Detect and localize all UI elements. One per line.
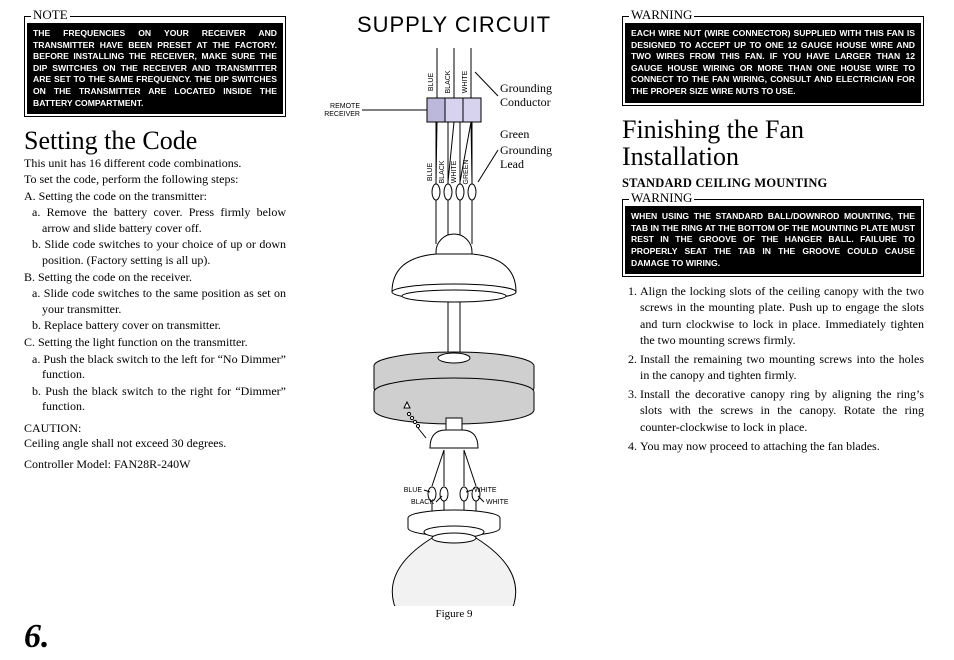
svg-text:GREEN: GREEN — [463, 160, 470, 185]
supply-title: SUPPLY CIRCUIT — [357, 12, 551, 38]
step-A-b: b. Slide code switches to your choice of… — [24, 237, 286, 268]
warning1-fieldset: WARNING EACH WIRE NUT (WIRE CONNECTOR) S… — [622, 16, 924, 106]
col-finishing: WARNING EACH WIRE NUT (WIRE CONNECTOR) S… — [622, 16, 924, 652]
caution-label: CAUTION: — [24, 421, 81, 435]
step-B: B. Setting the code on the receiver. — [24, 270, 286, 286]
install-steps: Align the locking slots of the ceiling c… — [622, 283, 924, 457]
intro-2: To set the code, perform the following s… — [24, 172, 286, 188]
svg-text:Green: Green — [500, 127, 529, 141]
warning2-box: WHEN USING THE STANDARD BALL/DOWNROD MOU… — [625, 206, 921, 274]
svg-text:Grounding: Grounding — [500, 143, 552, 157]
svg-text:WHITE: WHITE — [474, 487, 497, 494]
svg-text:WHITE: WHITE — [462, 70, 469, 93]
col-setting-code: NOTE THE FREQUENCIES ON YOUR RECEIVER AN… — [24, 16, 286, 652]
svg-text:WHITE: WHITE — [451, 160, 458, 183]
intro-1: This unit has 16 different code combinat… — [24, 156, 286, 172]
step-B-a: a. Slide code switches to the same posit… — [24, 286, 286, 317]
caution-text: Ceiling angle shall not exceed 30 degree… — [24, 436, 226, 450]
heading-setting-code: Setting the Code — [24, 127, 286, 154]
step-C-b: b. Push the black switch to the right fo… — [24, 384, 286, 415]
svg-text:Grounding: Grounding — [500, 81, 552, 95]
svg-text:BLACK: BLACK — [439, 160, 446, 183]
step-C: C. Setting the light function on the tra… — [24, 335, 286, 351]
svg-text:BLACK: BLACK — [411, 499, 434, 506]
install-step-2: Install the remaining two mounting screw… — [640, 351, 924, 383]
svg-text:REMOTE: REMOTE — [330, 103, 360, 110]
svg-text:WHITE: WHITE — [486, 499, 509, 506]
svg-text:BLACK: BLACK — [445, 70, 452, 93]
warning2-legend: WARNING — [629, 190, 694, 206]
steps-list: A. Setting the code on the transmitter: … — [24, 188, 286, 415]
figure-label: Figure 9 — [436, 608, 473, 620]
warning1-box: EACH WIRE NUT (WIRE CONNECTOR) SUPPLIED … — [625, 23, 921, 103]
warning2-fieldset: WARNING WHEN USING THE STANDARD BALL/DOW… — [622, 199, 924, 277]
wiring-diagram: BLUEBLACKWHITEREMOTERECEIVERGroundingCon… — [304, 42, 604, 606]
page-number: 6. — [24, 618, 50, 656]
col-diagram: SUPPLY CIRCUIT BLUEBLACKWHITEREMOTERECEI… — [304, 16, 604, 652]
install-step-1: Align the locking slots of the ceiling c… — [640, 283, 924, 348]
step-C-a: a. Push the black switch to the left for… — [24, 352, 286, 383]
step-A: A. Setting the code on the transmitter: — [24, 189, 286, 205]
svg-text:Lead: Lead — [500, 157, 524, 171]
subhead-mounting: STANDARD CEILING MOUNTING — [622, 176, 924, 191]
svg-text:BLUE: BLUE — [404, 487, 423, 494]
page: NOTE THE FREQUENCIES ON YOUR RECEIVER AN… — [0, 0, 954, 660]
note-legend: NOTE — [31, 7, 70, 23]
warning1-legend: WARNING — [629, 7, 694, 23]
note-fieldset: NOTE THE FREQUENCIES ON YOUR RECEIVER AN… — [24, 16, 286, 117]
step-B-b: b. Replace battery cover on transmitter. — [24, 318, 286, 334]
svg-text:BLUE: BLUE — [427, 163, 434, 182]
note-box: THE FREQUENCIES ON YOUR RECEIVER AND TRA… — [27, 23, 283, 114]
heading-finishing: Finishing the Fan Installation — [622, 116, 924, 171]
svg-text:BLUE: BLUE — [428, 73, 435, 92]
caution: CAUTION: Ceiling angle shall not exceed … — [24, 421, 286, 451]
controller-model: Controller Model: FAN28R-240W — [24, 457, 286, 472]
step-A-a: a. Remove the battery cover. Press firml… — [24, 205, 286, 236]
svg-text:RECEIVER: RECEIVER — [324, 111, 360, 118]
svg-text:Conductor: Conductor — [500, 95, 551, 109]
install-step-4: You may now proceed to attaching the fan… — [640, 438, 924, 454]
install-step-3: Install the decorative canopy ring by al… — [640, 386, 924, 435]
